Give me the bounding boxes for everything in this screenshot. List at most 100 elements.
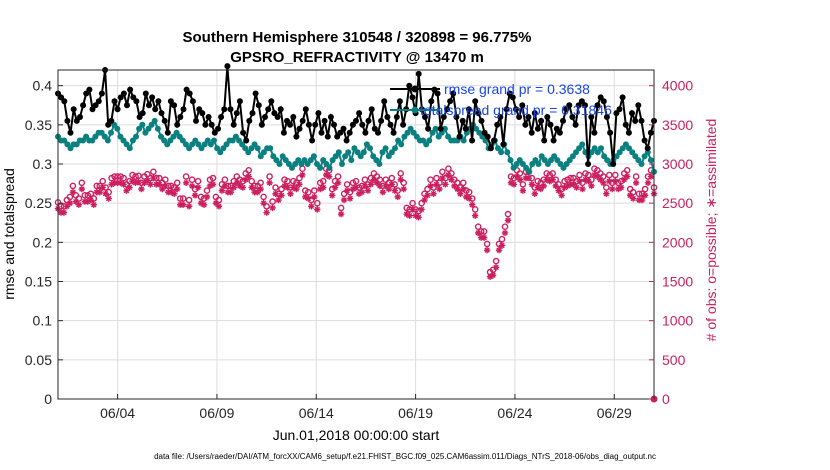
- left-tick-label: 0.25: [25, 195, 52, 211]
- obs-assimilated-point: [510, 181, 518, 188]
- obs-assimilated-point: [644, 179, 652, 186]
- rmse-point: [575, 102, 582, 109]
- rmse-point: [585, 161, 592, 167]
- legend-rmse-marker: [411, 85, 419, 93]
- rmse-point: [478, 117, 485, 124]
- rmse-point: [459, 117, 466, 124]
- obs-possible-point: [155, 174, 163, 182]
- obs-assimilated-point: [585, 178, 592, 185]
- obs-assimilated-point: [424, 192, 431, 199]
- obs-possible-point: [576, 171, 583, 179]
- obs-assimilated-point: [629, 195, 637, 202]
- rmse-point: [387, 121, 394, 128]
- obs-star-stroke: [549, 176, 556, 183]
- left-tick-label: 0.35: [25, 117, 52, 133]
- rmse-point: [415, 70, 422, 77]
- obs-possible-point: [272, 184, 279, 191]
- obs-possible-point: [445, 165, 452, 172]
- obs-assimilated-point: [421, 196, 428, 204]
- obs-star-stroke: [168, 189, 174, 195]
- obs-star-stroke: [558, 192, 565, 199]
- obs-star-stroke: [552, 183, 559, 189]
- rmse-point: [139, 110, 146, 117]
- rmse-point: [189, 98, 196, 105]
- obs-star-stroke: [278, 192, 285, 199]
- obs-assimilated-point: [218, 187, 226, 194]
- obs-assimilated-point: [474, 229, 482, 237]
- rmse-point: [569, 114, 576, 120]
- rmse-series: [55, 63, 657, 167]
- obs-star-stroke: [424, 192, 431, 199]
- obs-star-stroke: [198, 200, 204, 206]
- obs-star-stroke: [174, 186, 180, 192]
- chart-subtitle: GPSRO_REFRACTIVITY @ 13470 m: [230, 49, 484, 66]
- rmse-point: [142, 90, 149, 97]
- obs-star-stroke: [576, 178, 583, 184]
- obs-star-stroke: [156, 181, 163, 188]
- obs-star-stroke: [642, 192, 648, 199]
- obs-star-stroke: [469, 201, 475, 208]
- obs-possible-point: [114, 173, 121, 180]
- obs-possible-point: [474, 223, 482, 230]
- obs-star-stroke: [287, 191, 294, 197]
- obs-possible-point: [248, 177, 255, 185]
- obs-possible-point: [182, 173, 190, 180]
- obs-assimilated-point: [436, 185, 443, 193]
- rmse-point: [428, 98, 435, 105]
- obs-star-stroke: [529, 181, 535, 188]
- rmse-point: [588, 114, 595, 120]
- obs-assimilated-point: [325, 173, 333, 180]
- obs-star-stroke: [326, 173, 332, 180]
- obs-possible-point: [99, 177, 106, 185]
- obs-star-stroke: [126, 184, 133, 191]
- obs-assimilated-point: [558, 192, 565, 199]
- obs-star-stroke: [499, 242, 505, 249]
- rmse-point: [440, 114, 447, 120]
- obs-possible-point: [427, 176, 434, 183]
- obs-star-stroke: [406, 212, 413, 219]
- obs-star-stroke: [365, 187, 371, 194]
- obs-star-stroke: [609, 186, 616, 192]
- legend-rmse-label: rmse grand pr = 0.3638: [444, 81, 590, 97]
- rmse-point: [378, 117, 385, 124]
- rmse-point: [494, 121, 501, 128]
- obs-assimilated-point: [612, 178, 619, 185]
- rmse-point: [98, 90, 105, 97]
- obs-assimilated-point: [489, 272, 497, 279]
- totalspread-point: [638, 161, 645, 167]
- rmse-point: [77, 114, 83, 120]
- obs-star-stroke: [639, 197, 645, 203]
- obs-star-stroke: [281, 183, 288, 189]
- obs-star-stroke: [573, 184, 580, 191]
- obs-assimilated-point: [388, 181, 395, 188]
- obs-star-stroke: [383, 183, 389, 189]
- totalspread-point: [326, 164, 333, 171]
- obs-assimilated-point: [409, 206, 416, 213]
- obs-assimilated-point: [632, 179, 640, 186]
- obs-star-stroke: [347, 195, 353, 202]
- rmse-point: [547, 121, 554, 128]
- obs-assimilated-point: [331, 184, 339, 191]
- totalspread-point: [535, 161, 542, 167]
- obs-star-stroke: [257, 186, 264, 192]
- obs-assimilated-point: [460, 185, 467, 193]
- totalspread-point: [276, 161, 283, 167]
- obs-star-stroke: [457, 191, 464, 197]
- rmse-point: [556, 129, 563, 136]
- rmse-point: [321, 117, 328, 124]
- obs-assimilated-point: [385, 185, 392, 193]
- obs-star-stroke: [231, 184, 237, 191]
- obs-assimilated-point: [376, 182, 384, 190]
- obs-assimilated-point: [525, 174, 533, 182]
- obs-star-stroke: [272, 191, 279, 197]
- rmse-point: [509, 94, 516, 101]
- obs-star-stroke: [305, 195, 312, 202]
- rmse-point: [453, 114, 460, 120]
- obs-assimilated-point: [278, 192, 285, 199]
- totalspread-point: [139, 121, 146, 128]
- obs-star-stroke: [409, 206, 416, 213]
- rmse-point: [315, 110, 322, 117]
- obs-star-stroke: [91, 201, 97, 208]
- rmse-point: [180, 106, 187, 113]
- right-tick-label: 2500: [662, 195, 693, 211]
